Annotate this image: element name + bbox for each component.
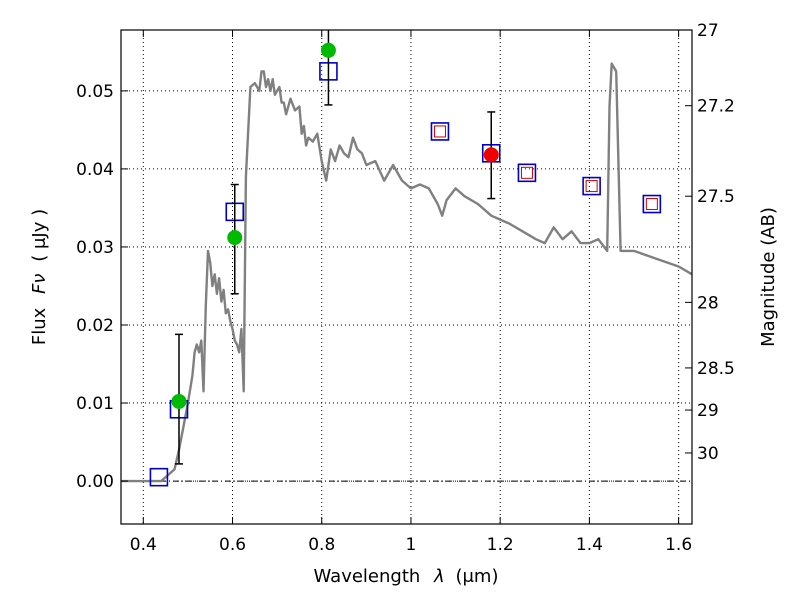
bandpass-inner-box — [645, 198, 658, 211]
bandpass-inner-box — [520, 166, 533, 179]
bandpass-box — [430, 122, 450, 141]
x-label-unit: (μm) — [455, 566, 498, 587]
plot-frame — [120, 29, 693, 525]
y-tick-label: 0.02 — [76, 316, 114, 336]
observed-points — [171, 42, 499, 409]
x-tick-label: 0.8 — [308, 535, 335, 555]
observed-point — [483, 147, 499, 163]
bandpass-box — [582, 176, 601, 196]
mag-tick-label: 28 — [697, 293, 719, 313]
mag-tick-label: 29 — [697, 401, 719, 421]
y-axis-right: 27 27.2 27.5 28 28.5 29 30 — [685, 21, 735, 464]
mag-tick-label: 27.2 — [697, 97, 735, 117]
x-tick-label: 0.6 — [219, 535, 246, 555]
bandpass-box — [149, 467, 169, 487]
observed-point — [320, 42, 336, 58]
y-tick-label: 0.00 — [76, 472, 114, 492]
x-tick-label: 1.2 — [487, 535, 514, 555]
observed-point — [171, 393, 187, 409]
bandpass-box — [642, 194, 662, 214]
mag-tick-label: 27.5 — [697, 187, 735, 207]
bandpass-inner-box — [585, 180, 598, 193]
observed-point — [227, 230, 243, 246]
x-axis: 0.4 0.6 0.8 1 1.2 1.4 1.6 — [130, 30, 692, 555]
y-tick-label: 0.05 — [76, 82, 114, 102]
bandpass-box — [517, 163, 537, 183]
y-tick-label: 0.04 — [76, 160, 114, 180]
mag-tick-label: 28.5 — [697, 359, 735, 379]
x-label-main: Wavelength — [314, 566, 421, 587]
y-axis-label: Flux Fν ( μJy ) — [29, 209, 50, 345]
y-label-symbol: Fν — [29, 274, 50, 294]
y-tick-label: 0.01 — [76, 394, 114, 414]
bandpass-inner-box — [433, 125, 446, 138]
mag-tick-label: 30 — [697, 444, 719, 464]
x-tick-label: 1.6 — [665, 535, 692, 555]
x-tick-label: 0.4 — [130, 535, 157, 555]
x-tick-label: 1.4 — [576, 535, 603, 555]
model-spectrum-line — [121, 62, 692, 483]
y-label-main: Flux — [29, 307, 50, 345]
y-label-unit: ( μJy ) — [29, 209, 50, 262]
x-tick-label: 1 — [406, 535, 417, 555]
x-label-symbol: λ — [433, 566, 445, 587]
mag-tick-label: 27 — [697, 21, 719, 41]
y2-axis-label: Magnitude (AB) — [758, 207, 779, 347]
y-axis-left: 0.00 0.01 0.02 0.03 0.04 0.05 — [76, 82, 128, 492]
y-tick-label: 0.03 — [76, 238, 114, 258]
x-axis-label: Wavelength λ (μm) — [314, 566, 499, 587]
